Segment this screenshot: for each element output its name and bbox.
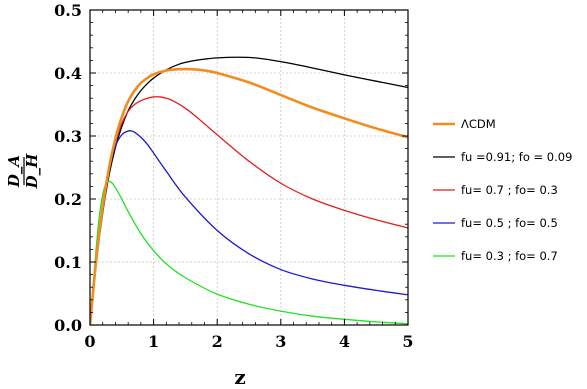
tick-labels: 0 1 2 3 4 5 0.0 0.1 0.2 0.3 0.4 0.5 [54,1,413,351]
axis-ticks [89,9,409,326]
y-tick-label-0: 0.0 [54,316,82,335]
y-tick-label-2: 0.2 [54,190,82,209]
legend-label-1: fu =0.91; fo = 0.09 [461,150,572,164]
series-line-4 [90,180,408,325]
series-lines [90,56,408,325]
y-axis-title-numerator: D_A [5,155,23,188]
x-tick-label-5: 5 [402,332,413,351]
series-line-2 [90,96,408,325]
legend-label-0: ΛCDM [461,117,496,131]
y-axis-title: D_A D_H [5,153,41,190]
series-line-0 [90,67,408,325]
legend-label-2: fu= 0.7 ; fo= 0.3 [461,183,558,197]
y-tick-label-4: 0.4 [54,64,82,83]
legend: ΛCDM fu =0.91; fo = 0.09 fu= 0.7 ; fo= 0.3… [433,117,572,263]
x-tick-label-2: 2 [212,332,223,351]
y-tick-label-1: 0.1 [54,253,82,272]
series-line-1 [90,56,408,325]
y-axis-title-denominator: D_H [23,153,41,190]
y-tick-label-5: 0.5 [54,1,82,20]
x-tick-label-0: 0 [84,332,95,351]
x-tick-label-1: 1 [148,332,159,351]
legend-label-3: fu= 0.5 ; fo= 0.5 [461,216,558,230]
x-tick-label-3: 3 [275,332,286,351]
x-tick-label-4: 4 [339,332,350,351]
plot-frame [89,9,409,326]
x-axis-title: z [234,365,245,389]
y-tick-label-3: 0.3 [54,127,82,146]
legend-label-4: fu= 0.3 ; fo= 0.7 [461,249,558,263]
